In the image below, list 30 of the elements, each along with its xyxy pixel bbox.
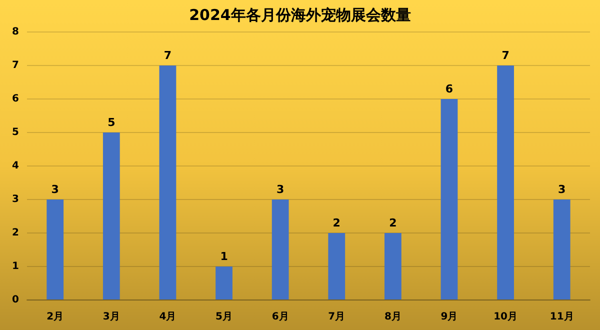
y-tick-label: 1 <box>12 261 19 272</box>
data-label: 3 <box>276 182 284 196</box>
data-label: 1 <box>220 250 228 263</box>
data-label: 5 <box>108 116 116 129</box>
data-label: 7 <box>502 48 510 62</box>
data-label: 2 <box>332 216 340 230</box>
data-label: 3 <box>558 182 566 196</box>
x-tick-label: 4月 <box>159 312 176 323</box>
data-label: 7 <box>164 48 172 62</box>
x-tick-label: 7月 <box>328 312 346 323</box>
y-tick-label: 3 <box>12 194 19 206</box>
chart-title: 2024年各月份海外宠物展会数量 <box>188 6 412 25</box>
x-tick-label: 10月 <box>494 312 518 323</box>
y-tick-label: 4 <box>12 160 19 172</box>
x-tick-label: 2月 <box>46 312 64 323</box>
x-tick-label: 11月 <box>550 312 574 323</box>
x-tick-label: 5月 <box>216 312 233 323</box>
y-tick-label: 2 <box>12 228 19 239</box>
data-label: 3 <box>51 182 59 196</box>
y-tick-label: 0 <box>12 294 19 306</box>
x-tick-label: 3月 <box>102 312 120 323</box>
x-tick-label: 8月 <box>384 312 402 323</box>
y-tick-label: 7 <box>12 60 19 72</box>
x-tick-label: 6月 <box>272 312 289 323</box>
data-label: 2 <box>389 216 397 230</box>
y-tick-label: 5 <box>12 127 19 138</box>
y-tick-label: 6 <box>12 94 19 105</box>
y-tick-label: 8 <box>12 26 19 38</box>
x-tick-label: 9月 <box>440 312 458 323</box>
data-label: 6 <box>445 82 454 96</box>
